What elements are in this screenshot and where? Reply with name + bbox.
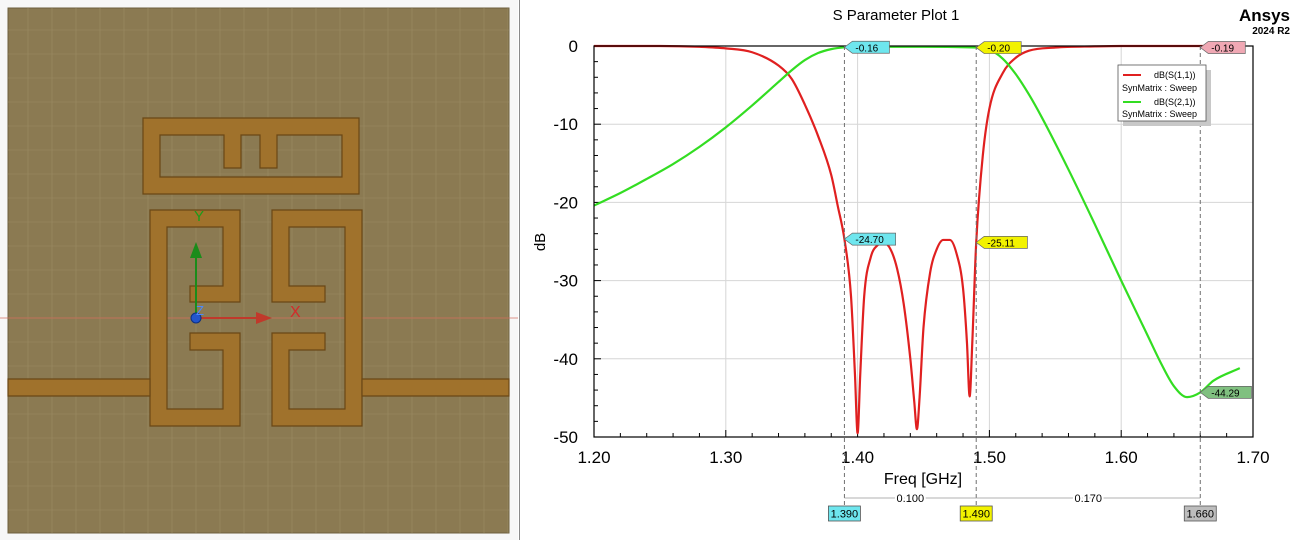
x-tick-label: 1.50	[973, 448, 1006, 467]
x-tick-label: 1.60	[1105, 448, 1138, 467]
marker-value-label: -0.19	[1211, 43, 1234, 54]
s-parameter-chart[interactable]: S Parameter Plot 1 Ansys 2024 R2 1.20 1.3…	[520, 0, 1299, 540]
marker-value-label: -44.29	[1211, 388, 1240, 399]
marker-x-label: 1.390	[831, 509, 859, 521]
x-axis-label: X	[290, 304, 301, 321]
marker-x-label: 1.660	[1187, 509, 1215, 521]
delta-label: 0.100	[897, 493, 925, 505]
substrate	[7, 7, 510, 534]
y-tick-label: -50	[553, 428, 578, 447]
y-tick-label: -40	[553, 350, 578, 369]
layout-canvas[interactable]: X Y Z	[0, 0, 518, 540]
z-axis-origin-icon	[190, 312, 202, 324]
marker-value-badge[interactable]	[975, 41, 1022, 54]
y-axis-label: Y	[194, 208, 204, 225]
axis-ticks: 1.20 1.30 1.40 1.50 1.60 1.70 0 -10 -20 -30 -40 -50	[553, 37, 1269, 467]
s-parameter-plot-panel[interactable]: S Parameter Plot 1 Ansys 2024 R2 1.20 1.3…	[519, 0, 1299, 540]
chart-title: S Parameter Plot 1	[833, 7, 960, 24]
marker-value-badge[interactable]	[843, 232, 896, 246]
version-label: 2024 R2	[1252, 26, 1290, 37]
y-tick-label: -30	[553, 272, 578, 291]
brand-logo: Ansys	[1239, 6, 1290, 25]
marker-x-badge[interactable]	[1183, 505, 1217, 522]
resonator-metal	[7, 117, 510, 427]
y-axis-title: dB	[532, 233, 549, 251]
left-resonator	[149, 209, 241, 427]
marker-value-badge[interactable]	[975, 236, 1028, 249]
delta-label: 0.170	[1074, 493, 1102, 505]
legend-name-s21: dB(S(2,1))	[1154, 97, 1196, 107]
y-tick-label: -10	[553, 115, 578, 134]
legend-source-s11: SynMatrix : Sweep	[1122, 83, 1197, 93]
marker-value-badge[interactable]	[843, 40, 890, 54]
top-resonator	[142, 117, 360, 195]
legend: dB(S(1,1)) SynMatrix : Sweep dB(S(2,1)) …	[1117, 64, 1211, 126]
marker-x-label: 1.490	[962, 509, 990, 521]
left-feed-line	[7, 378, 151, 397]
x-tick-label: 1.30	[709, 448, 742, 467]
plot-area-border	[593, 45, 1254, 438]
x-axis-title: Freq [GHz]	[884, 471, 962, 488]
x-tick-label: 1.40	[841, 448, 874, 467]
marker-value-badge[interactable]	[1199, 41, 1246, 54]
y-tick-label: -20	[553, 193, 578, 212]
x-axis-arrow	[256, 312, 272, 324]
marker-value-label: -24.70	[855, 235, 884, 246]
x-tick-label: 1.70	[1236, 448, 1269, 467]
marker-value-label: -25.11	[987, 238, 1015, 249]
marker-value-badge[interactable]	[1199, 385, 1252, 399]
z-axis-label: Z	[196, 303, 204, 318]
legend-source-s21: SynMatrix : Sweep	[1122, 109, 1197, 119]
series-line-s11	[594, 44, 1240, 435]
y-axis-arrow	[190, 242, 202, 258]
x-tick-label: 1.20	[577, 448, 610, 467]
marker-value-label: -0.20	[987, 44, 1010, 55]
marker-x-badge[interactable]	[959, 505, 993, 522]
right-feed-line	[361, 378, 510, 397]
right-resonator	[271, 209, 363, 427]
y-tick-label: 0	[569, 37, 578, 56]
marker-value-label: -0.16	[855, 43, 878, 54]
marker-x-badge[interactable]	[828, 505, 861, 522]
layout-view[interactable]: X Y Z	[0, 0, 518, 540]
legend-name-s11: dB(S(1,1))	[1154, 70, 1196, 80]
layout-grid	[8, 8, 509, 533]
axis-triad: X Y Z	[190, 208, 301, 324]
